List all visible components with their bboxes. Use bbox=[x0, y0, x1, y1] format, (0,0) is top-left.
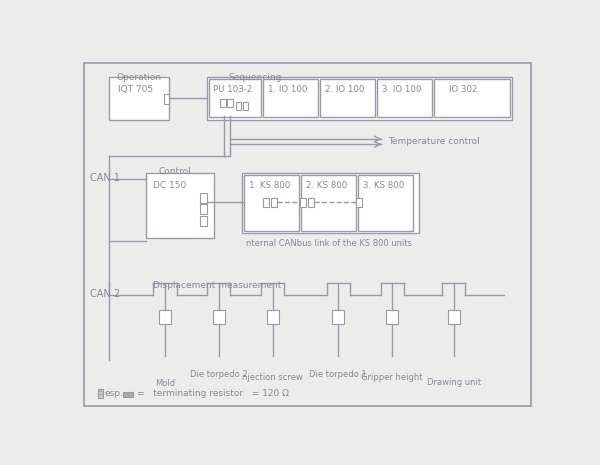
Bar bbox=[263, 198, 269, 207]
Bar bbox=[209, 79, 261, 117]
Bar bbox=[200, 193, 206, 203]
Text: IQT 705: IQT 705 bbox=[118, 85, 153, 94]
Bar bbox=[386, 310, 398, 324]
Bar bbox=[300, 198, 306, 207]
Text: Displacement measurement: Displacement measurement bbox=[154, 281, 282, 291]
Bar bbox=[377, 79, 432, 117]
Text: IO 302: IO 302 bbox=[449, 85, 478, 94]
Bar bbox=[200, 205, 206, 214]
Bar bbox=[358, 175, 413, 231]
Bar bbox=[243, 102, 248, 110]
Bar bbox=[301, 175, 356, 231]
Bar bbox=[236, 102, 241, 110]
Bar bbox=[213, 310, 225, 324]
Bar bbox=[159, 310, 171, 324]
Text: CAN 1: CAN 1 bbox=[91, 173, 121, 183]
Bar bbox=[109, 77, 169, 120]
Bar bbox=[266, 310, 279, 324]
Text: Gripper height: Gripper height bbox=[361, 373, 423, 382]
Bar bbox=[227, 99, 233, 106]
Bar bbox=[271, 198, 277, 207]
Bar bbox=[263, 79, 318, 117]
Bar bbox=[244, 175, 299, 231]
Bar bbox=[164, 94, 169, 104]
Text: PU 103-2: PU 103-2 bbox=[213, 85, 252, 94]
Text: Die torpedo 1: Die torpedo 1 bbox=[310, 370, 367, 379]
Text: Die torpedo 2: Die torpedo 2 bbox=[190, 370, 248, 379]
Text: =   terminating resistor   = 120 Ω: = terminating resistor = 120 Ω bbox=[137, 389, 289, 398]
Bar bbox=[308, 198, 314, 207]
Text: 1. KS 800: 1. KS 800 bbox=[249, 181, 290, 190]
Text: 1. IO 100: 1. IO 100 bbox=[268, 85, 308, 94]
Bar bbox=[98, 389, 103, 399]
Bar bbox=[320, 79, 375, 117]
Text: 2. KS 800: 2. KS 800 bbox=[306, 181, 347, 190]
Bar bbox=[434, 79, 510, 117]
Bar bbox=[122, 392, 133, 397]
Text: 2. IO 100: 2. IO 100 bbox=[325, 85, 365, 94]
Text: njection screw: njection screw bbox=[242, 373, 303, 382]
Bar bbox=[242, 173, 419, 233]
Text: Temperature control: Temperature control bbox=[388, 137, 480, 146]
Text: Control: Control bbox=[159, 167, 191, 176]
Bar bbox=[356, 198, 362, 207]
Bar bbox=[200, 216, 206, 226]
Text: Sequencing: Sequencing bbox=[228, 73, 281, 82]
Text: DC 150: DC 150 bbox=[154, 181, 187, 190]
Text: 3. KS 800: 3. KS 800 bbox=[363, 181, 404, 190]
Bar bbox=[208, 77, 512, 120]
Bar bbox=[448, 310, 460, 324]
Text: Operation: Operation bbox=[116, 73, 161, 82]
Text: 3. IO 100: 3. IO 100 bbox=[382, 85, 422, 94]
Text: Mold: Mold bbox=[155, 379, 175, 388]
Text: nternal CANbus link of the KS 800 units: nternal CANbus link of the KS 800 units bbox=[246, 239, 412, 248]
Text: CAN 2: CAN 2 bbox=[91, 289, 121, 299]
Bar bbox=[332, 310, 344, 324]
Bar bbox=[220, 99, 226, 106]
Text: esp.: esp. bbox=[105, 389, 124, 398]
Bar bbox=[146, 173, 214, 238]
Text: Drawing unit: Drawing unit bbox=[427, 378, 481, 387]
